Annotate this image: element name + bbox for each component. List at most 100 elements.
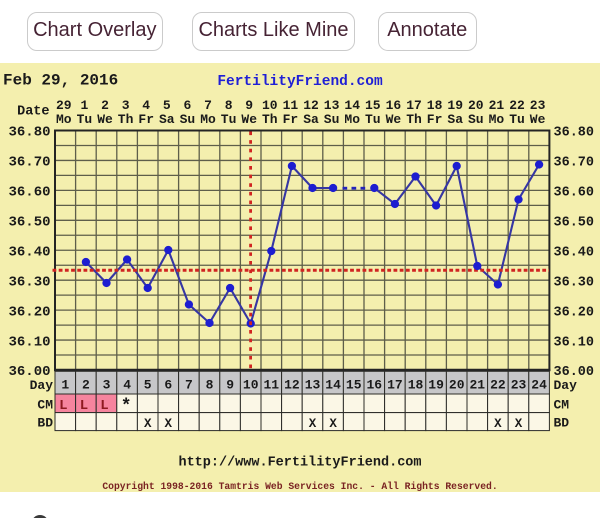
svg-text:20: 20	[468, 98, 484, 113]
svg-text:Mo: Mo	[56, 112, 72, 127]
svg-text:Tu: Tu	[509, 112, 525, 127]
svg-text:16: 16	[386, 98, 402, 113]
svg-text:Date: Date	[17, 105, 49, 120]
svg-text:3: 3	[103, 378, 111, 393]
svg-text:24: 24	[531, 378, 547, 393]
svg-text:36.60: 36.60	[8, 185, 50, 201]
svg-text:29: 29	[56, 98, 72, 113]
svg-text:We: We	[386, 112, 402, 127]
svg-text:Fr: Fr	[283, 112, 299, 127]
svg-text:L: L	[59, 398, 67, 414]
svg-text:Fr: Fr	[427, 112, 443, 127]
svg-text:18: 18	[427, 98, 443, 113]
svg-text:19: 19	[428, 378, 444, 393]
svg-text:BD: BD	[554, 416, 570, 431]
svg-text:12: 12	[303, 98, 319, 113]
svg-text:L: L	[80, 398, 88, 414]
svg-text:36.00: 36.00	[554, 365, 595, 380]
svg-text:11: 11	[263, 378, 279, 393]
svg-text:36.50: 36.50	[8, 215, 50, 231]
svg-text:36.20: 36.20	[554, 305, 595, 320]
svg-text:Th: Th	[406, 112, 422, 127]
svg-text:Mo: Mo	[200, 112, 216, 127]
svg-text:21: 21	[489, 98, 505, 113]
svg-text:We: We	[97, 112, 113, 127]
svg-text:16: 16	[366, 378, 382, 393]
svg-text:36.70: 36.70	[8, 155, 50, 171]
svg-text:2: 2	[82, 378, 90, 393]
svg-text:15: 15	[346, 378, 362, 393]
svg-text:X: X	[309, 417, 317, 431]
svg-text:9: 9	[226, 378, 234, 393]
svg-text:Th: Th	[118, 112, 134, 127]
svg-text:23: 23	[511, 378, 527, 393]
svg-text:9: 9	[245, 98, 253, 113]
svg-text:FertilityFriend.com: FertilityFriend.com	[217, 74, 383, 90]
svg-text:X: X	[144, 417, 152, 431]
svg-text:14: 14	[325, 378, 341, 393]
svg-text:Fr: Fr	[138, 112, 154, 127]
svg-text:X: X	[515, 417, 523, 431]
svg-text:19: 19	[447, 98, 463, 113]
svg-text:12: 12	[284, 378, 300, 393]
svg-text:20: 20	[449, 378, 465, 393]
svg-text:Copyright 1998-2016 Tamtris We: Copyright 1998-2016 Tamtris Web Services…	[102, 481, 497, 492]
svg-text:36.10: 36.10	[8, 334, 50, 350]
svg-text:36.20: 36.20	[8, 304, 50, 320]
svg-text:36.00: 36.00	[8, 364, 50, 380]
svg-text:36.50: 36.50	[554, 216, 595, 231]
svg-text:CM: CM	[554, 397, 570, 412]
svg-text:11: 11	[283, 98, 299, 113]
svg-text:36.30: 36.30	[8, 274, 50, 290]
svg-text:36.60: 36.60	[554, 186, 595, 201]
svg-text:36.40: 36.40	[8, 244, 50, 260]
svg-text:17: 17	[406, 98, 422, 113]
svg-text:6: 6	[164, 378, 172, 393]
svg-text:8: 8	[225, 98, 233, 113]
svg-text:22: 22	[490, 378, 506, 393]
svg-text:21: 21	[469, 378, 485, 393]
svg-text:1: 1	[80, 98, 88, 113]
svg-text:17: 17	[387, 378, 403, 393]
svg-text:36.80: 36.80	[8, 125, 50, 141]
svg-text:Feb 29, 2016: Feb 29, 2016	[3, 72, 118, 90]
svg-text:5: 5	[163, 98, 171, 113]
svg-text:10: 10	[262, 98, 278, 113]
svg-text:36.40: 36.40	[554, 245, 595, 260]
svg-text:Sa: Sa	[447, 112, 463, 127]
svg-text:Sa: Sa	[159, 112, 175, 127]
svg-text:*: *	[121, 397, 132, 417]
svg-text:X: X	[329, 417, 337, 431]
svg-text:2: 2	[101, 98, 109, 113]
svg-text:5: 5	[144, 378, 152, 393]
svg-text:7: 7	[204, 98, 212, 113]
svg-text:10: 10	[243, 378, 259, 393]
svg-text:6: 6	[183, 98, 191, 113]
svg-text:7: 7	[185, 378, 193, 393]
svg-text:4: 4	[142, 98, 150, 113]
svg-text:Tu: Tu	[77, 112, 93, 127]
svg-text:36.70: 36.70	[554, 156, 595, 171]
svg-text:BD: BD	[37, 416, 53, 431]
svg-text:13: 13	[324, 98, 340, 113]
svg-text:14: 14	[344, 98, 360, 113]
svg-text:4: 4	[123, 378, 131, 393]
svg-text:Su: Su	[324, 112, 340, 127]
svg-text:13: 13	[305, 378, 321, 393]
svg-text:Mo: Mo	[489, 112, 505, 127]
svg-text:36.30: 36.30	[554, 275, 595, 290]
svg-text:22: 22	[509, 98, 525, 113]
svg-text:15: 15	[365, 98, 381, 113]
svg-text:We: We	[530, 112, 546, 127]
svg-text:X: X	[165, 417, 173, 431]
svg-text:36.80: 36.80	[554, 126, 595, 141]
svg-text:CM: CM	[37, 397, 53, 412]
svg-text:Day: Day	[30, 378, 54, 393]
svg-text:23: 23	[530, 98, 546, 113]
svg-text:36.10: 36.10	[554, 335, 595, 350]
svg-text:X: X	[494, 417, 502, 431]
svg-text:8: 8	[206, 378, 214, 393]
svg-text:Tu: Tu	[221, 112, 237, 127]
svg-text:Su: Su	[180, 112, 196, 127]
svg-text:1: 1	[61, 378, 69, 393]
